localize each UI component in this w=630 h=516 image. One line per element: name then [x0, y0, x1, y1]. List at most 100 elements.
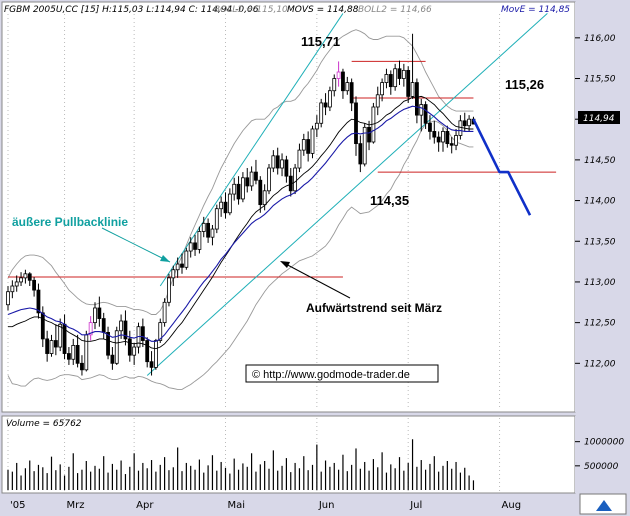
candle-body [310, 128, 315, 154]
candle-body [397, 68, 402, 79]
candle-body [436, 136, 441, 143]
time-axis [2, 494, 575, 514]
candle-body [75, 345, 80, 364]
candle-body [401, 69, 406, 79]
month-label: Jul [409, 500, 422, 511]
forecast-path [472, 118, 532, 216]
bollinger-upper-line [7, 29, 474, 315]
candle-body [227, 193, 232, 214]
candle-body [280, 159, 284, 169]
month-label: Mrz [67, 500, 85, 511]
y-tick-label: 113,50 [584, 237, 616, 247]
month-label: Jun [318, 500, 335, 511]
y-tick-label: 114,50 [584, 156, 616, 166]
candle-body [262, 190, 267, 206]
candle-body [67, 353, 71, 360]
volume-label: Volume = 65762 [6, 419, 82, 429]
candle-body [354, 102, 358, 145]
header-symbol: FGBM 2005U,CC [15] H:115,03 L:114,94 C: … [4, 5, 259, 15]
candle-body [345, 82, 350, 92]
candle-body [362, 126, 367, 165]
y-tick-label: 113,00 [584, 278, 616, 288]
candle-body [432, 131, 437, 138]
candle-body [284, 159, 289, 177]
candle-body [201, 222, 206, 232]
candle-body [71, 345, 76, 360]
candle-body [80, 362, 84, 371]
month-label: Mai [228, 500, 246, 511]
copyright-box [245, 364, 439, 383]
volume-y-tick-label: 1000000 [584, 438, 624, 448]
candle-body [301, 139, 306, 151]
month-label: Apr [136, 500, 154, 511]
candle-body [206, 222, 211, 238]
candle-body [171, 269, 176, 279]
candle-body [49, 340, 54, 354]
candle-body [84, 334, 89, 371]
copyright-label: © http://www.godmode-trader.de [252, 369, 410, 381]
candle-body [406, 69, 411, 97]
candle-body [184, 250, 189, 268]
y-tick-label: 112,00 [584, 359, 616, 369]
candle-body [27, 273, 32, 281]
candle-body [175, 263, 180, 271]
candle-body [332, 78, 337, 92]
y-tick-label: 114,00 [584, 197, 616, 207]
trend-label: Aufwärtstrend seit März [306, 301, 442, 315]
price-axis [575, 2, 628, 412]
exp-moving-average-line [7, 105, 474, 342]
volume-panel [1, 415, 576, 494]
y-tick-label: 112,50 [584, 319, 616, 329]
candle-body [23, 273, 28, 279]
triangle-tool-icon [596, 500, 612, 511]
candle-body [232, 183, 237, 195]
price-panel [1, 1, 576, 413]
candle-body [414, 82, 419, 116]
candle-body [132, 346, 137, 356]
candle-body [393, 68, 398, 88]
candle-body [210, 228, 215, 238]
candle-body [10, 285, 15, 293]
candle-body [40, 312, 45, 340]
candle-body [223, 201, 228, 214]
candle-body [240, 177, 245, 200]
candle-body [110, 354, 115, 364]
candle-body [127, 338, 132, 356]
candle-body [367, 126, 371, 143]
candle-body [336, 71, 341, 79]
pullback-arrowhead [160, 255, 170, 262]
candle-body [145, 340, 150, 363]
candle-body [53, 340, 58, 348]
candle-body [123, 320, 128, 340]
trend-arrow [281, 261, 351, 299]
header-boll2: BOLL2 = 114,66 [358, 5, 432, 15]
candle-body [254, 171, 258, 181]
pullback-label: äußere Pullbacklinie [12, 215, 128, 229]
candle-body [462, 120, 467, 127]
candle-body [14, 281, 19, 287]
candle-body [236, 183, 241, 200]
candle-body [153, 340, 158, 368]
candle-body [454, 135, 458, 146]
candle-body [388, 74, 393, 88]
volume-axis [575, 416, 628, 493]
candle-body [449, 143, 454, 146]
candle-body [140, 326, 145, 341]
candle-body [58, 323, 63, 348]
candle-body [245, 177, 250, 187]
candle-body [428, 122, 432, 132]
volume-y-tick-label: 500000 [584, 462, 619, 472]
month-label: '05 [10, 500, 25, 511]
candle-body [441, 131, 445, 143]
candle-body [167, 277, 171, 303]
candle-body [323, 102, 328, 108]
y-tick-label: 115,50 [584, 75, 616, 85]
high-label: 115,71 [301, 34, 340, 49]
candle-body [93, 307, 97, 324]
candle-body [106, 331, 110, 356]
moving-average-line [8, 95, 474, 350]
candle-body [214, 208, 219, 230]
month-label: Aug [502, 500, 522, 511]
y-tick-label: 116,00 [584, 34, 616, 44]
support-label: 114,35 [370, 193, 409, 208]
